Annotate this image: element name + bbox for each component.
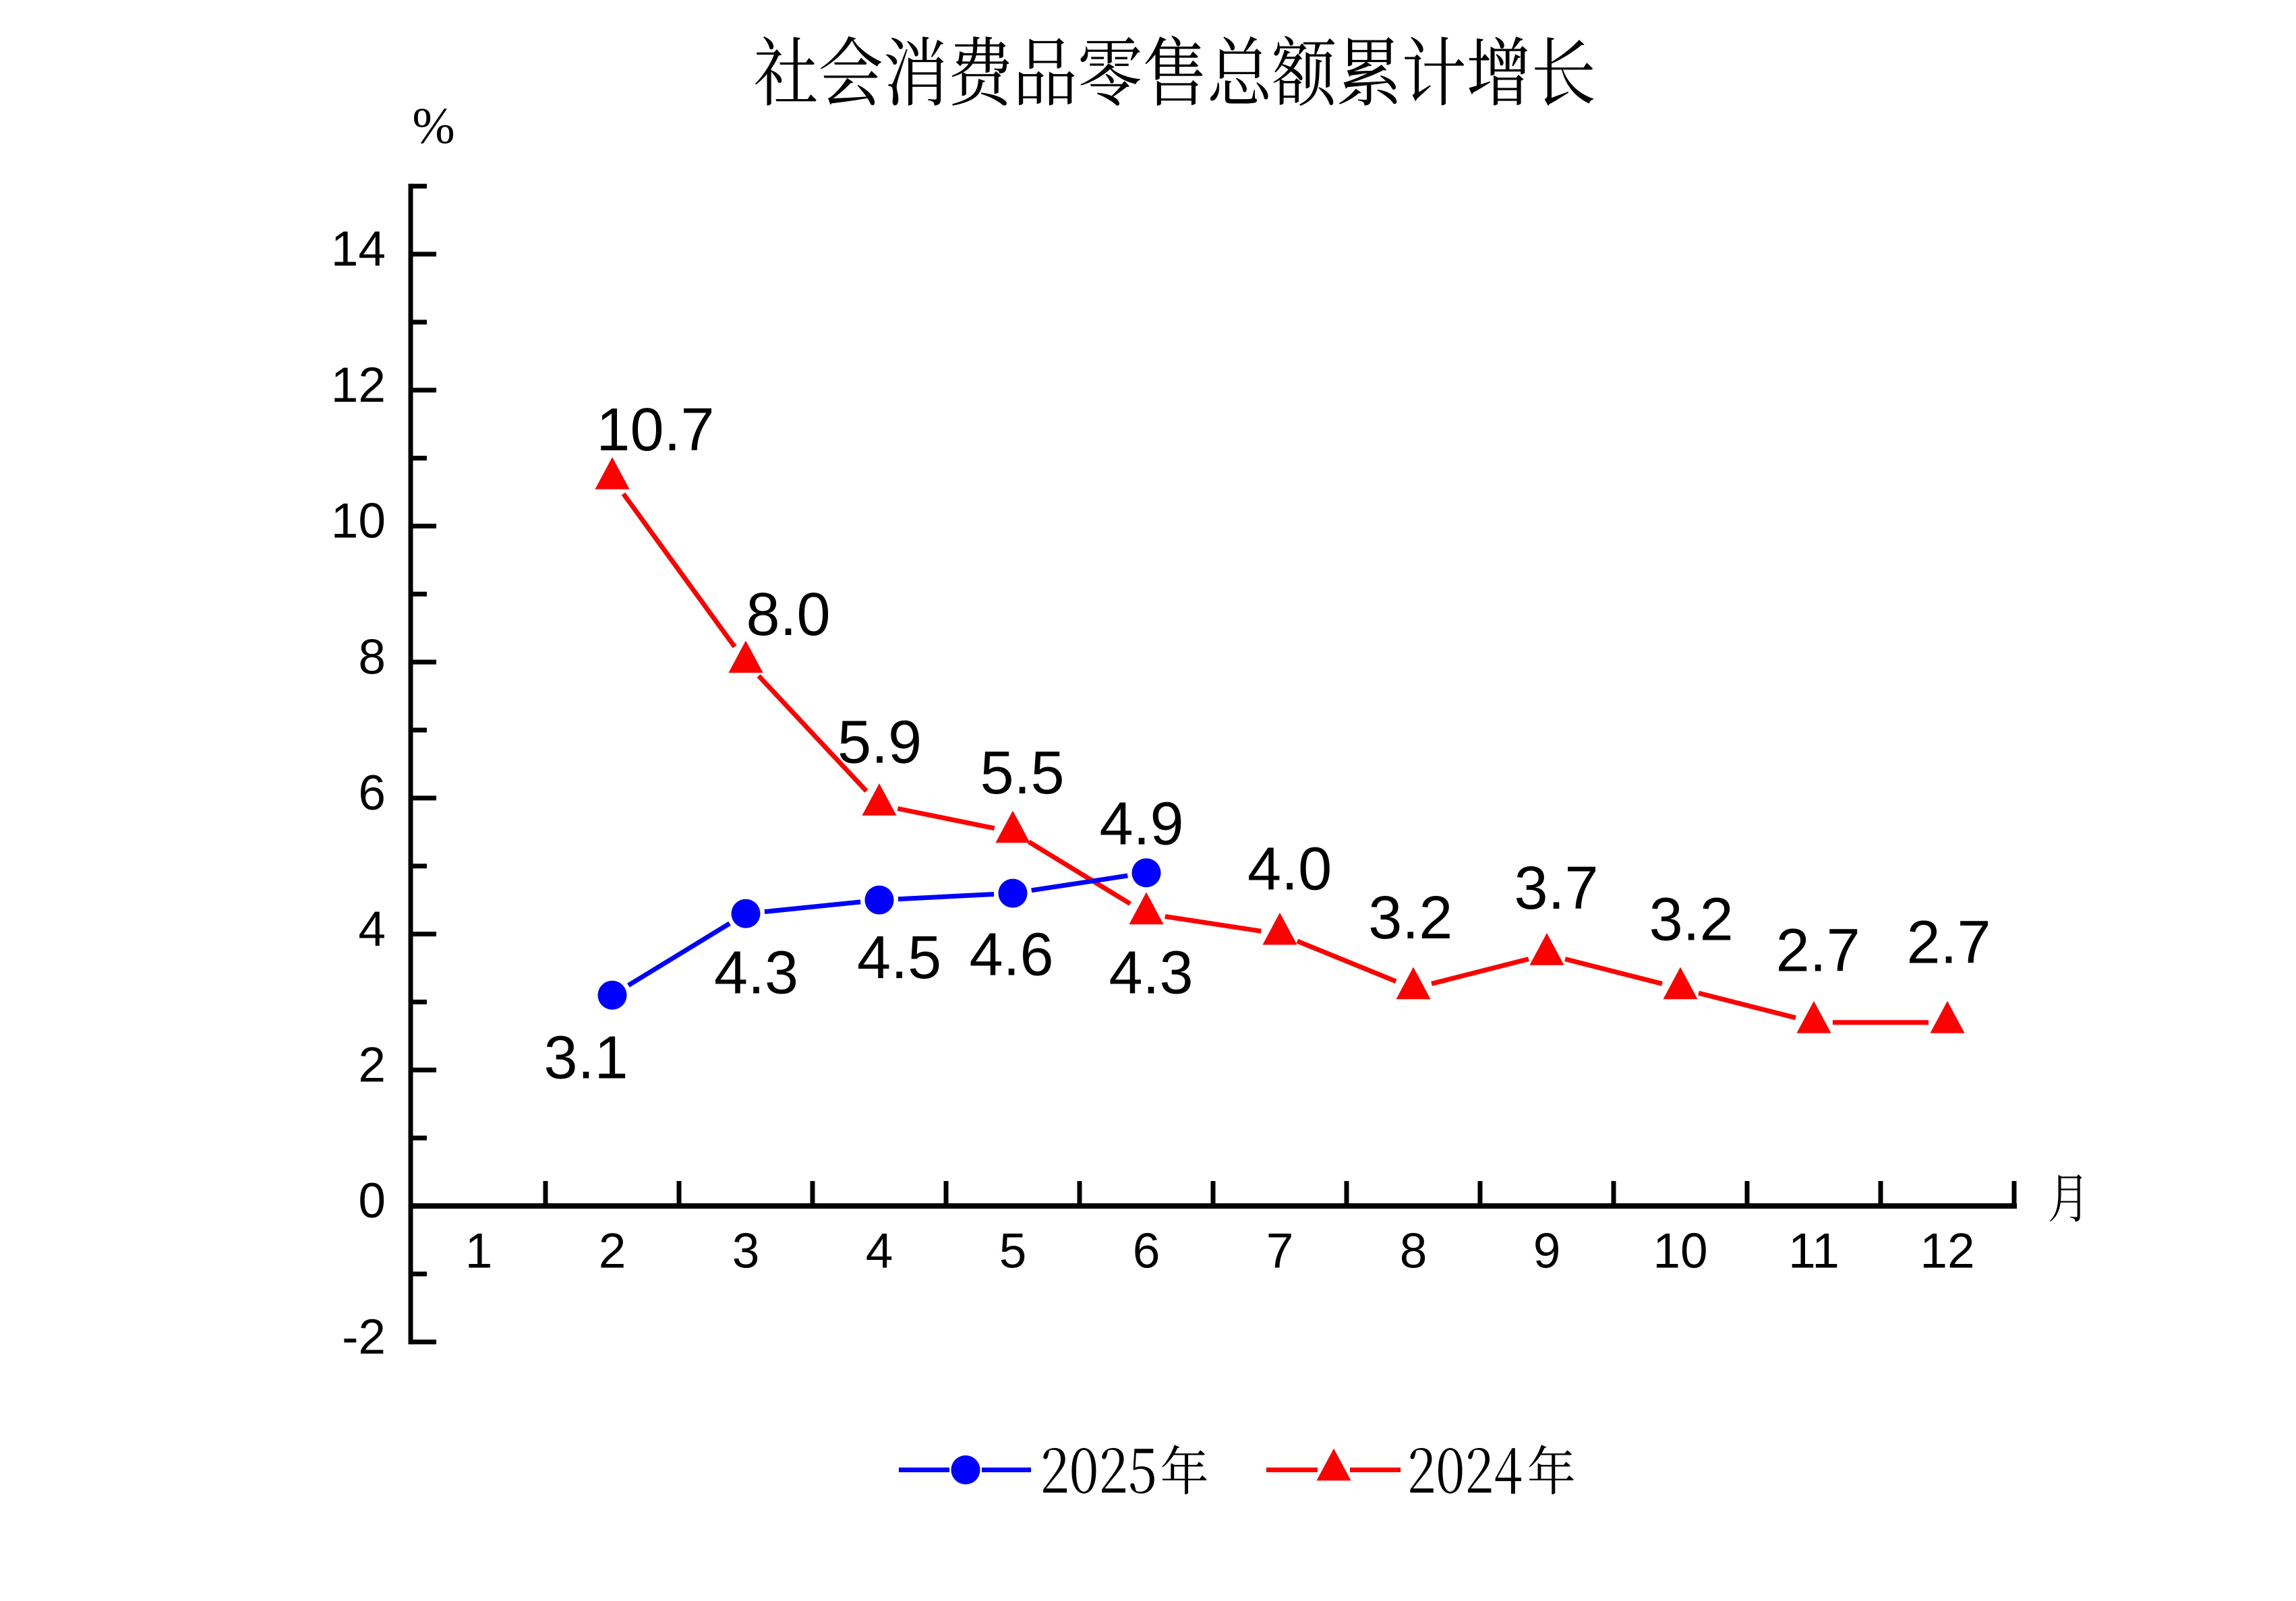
svg-text:4: 4 bbox=[866, 1224, 893, 1279]
svg-text:-2: -2 bbox=[342, 1310, 386, 1364]
svg-text:2: 2 bbox=[358, 1038, 386, 1093]
svg-text:2.7: 2.7 bbox=[1906, 909, 1991, 977]
svg-text:10: 10 bbox=[331, 494, 386, 549]
svg-text:8: 8 bbox=[358, 630, 386, 684]
svg-text:10: 10 bbox=[1653, 1224, 1707, 1279]
svg-text:7: 7 bbox=[1266, 1224, 1294, 1279]
svg-text:3: 3 bbox=[732, 1224, 760, 1279]
svg-text:4: 4 bbox=[358, 902, 386, 957]
svg-text:6: 6 bbox=[1133, 1224, 1160, 1279]
svg-text:3.1: 3.1 bbox=[543, 1025, 628, 1092]
svg-text:3.7: 3.7 bbox=[1514, 855, 1598, 922]
svg-text:%: % bbox=[412, 98, 454, 154]
svg-text:3.2: 3.2 bbox=[1368, 884, 1452, 952]
svg-text:12: 12 bbox=[1920, 1224, 1974, 1279]
svg-text:1: 1 bbox=[465, 1224, 493, 1279]
svg-text:3.2: 3.2 bbox=[1649, 886, 1734, 954]
svg-text:10.7: 10.7 bbox=[596, 396, 714, 464]
svg-text:9: 9 bbox=[1533, 1224, 1561, 1279]
svg-text:14: 14 bbox=[331, 222, 386, 276]
svg-text:4.3: 4.3 bbox=[714, 940, 798, 1007]
svg-text:5.5: 5.5 bbox=[980, 739, 1064, 807]
svg-text:4.3: 4.3 bbox=[1109, 940, 1193, 1007]
svg-text:2: 2 bbox=[599, 1224, 626, 1279]
svg-text:2.7: 2.7 bbox=[1776, 917, 1860, 984]
svg-text:11: 11 bbox=[1788, 1224, 1839, 1279]
svg-text:5: 5 bbox=[999, 1224, 1027, 1279]
svg-text:4.6: 4.6 bbox=[969, 922, 1053, 989]
svg-text:12: 12 bbox=[331, 358, 386, 413]
svg-text:0: 0 bbox=[358, 1174, 386, 1228]
svg-text:4.5: 4.5 bbox=[857, 924, 941, 992]
svg-text:4.0: 4.0 bbox=[1247, 835, 1332, 903]
svg-text:8: 8 bbox=[1400, 1224, 1427, 1279]
svg-text:6: 6 bbox=[358, 766, 386, 820]
svg-text:5.9: 5.9 bbox=[837, 709, 922, 777]
svg-text:4.9: 4.9 bbox=[1099, 790, 1183, 857]
svg-text:8.0: 8.0 bbox=[746, 581, 830, 648]
